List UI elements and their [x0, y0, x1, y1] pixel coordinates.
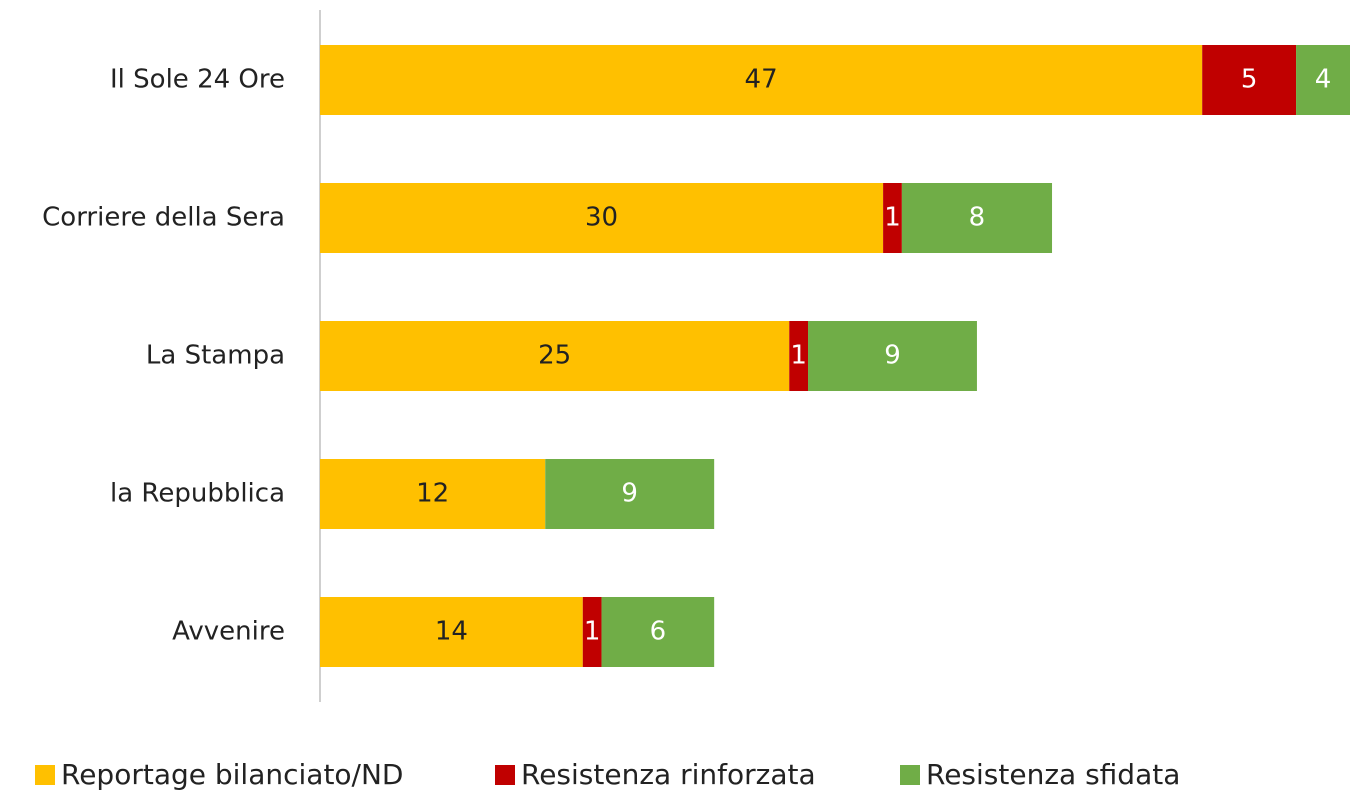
data-label: 1 — [584, 617, 601, 647]
legend-swatch — [495, 765, 515, 785]
data-label: 12 — [416, 479, 449, 509]
bar-segment — [582, 597, 602, 667]
category-label: La Stampa — [146, 341, 285, 371]
data-label: 9 — [621, 479, 638, 509]
bar-segment — [320, 45, 1203, 115]
bar-segment — [320, 597, 583, 667]
bar-segment — [883, 183, 902, 253]
category-label: Il Sole 24 Ore — [110, 65, 285, 95]
legend-swatch — [900, 765, 920, 785]
bar-segment — [789, 321, 809, 391]
data-label: 25 — [538, 341, 571, 371]
bar-segment — [901, 183, 1053, 253]
bar-segment — [545, 459, 715, 529]
bar-segment — [601, 597, 715, 667]
bar-segment — [320, 459, 546, 529]
legend-swatch — [35, 765, 55, 785]
data-label: 1 — [884, 203, 901, 233]
data-label: 1 — [790, 341, 807, 371]
data-label: 8 — [969, 203, 986, 233]
category-label: Avvenire — [172, 617, 285, 647]
category-label: Corriere della Sera — [42, 203, 285, 233]
data-label: 47 — [745, 65, 778, 95]
legend-label: Reportage bilanciato/ND — [61, 758, 404, 791]
bar-segment — [1202, 45, 1297, 115]
data-label: 9 — [884, 341, 901, 371]
bar-segment — [320, 321, 790, 391]
bar-segment — [320, 183, 884, 253]
data-label: 6 — [650, 617, 667, 647]
bar-segment — [1296, 45, 1350, 115]
legend-label: Resistenza rinforzata — [521, 758, 816, 791]
data-label: 30 — [585, 203, 618, 233]
legend-label: Resistenza sfidata — [926, 758, 1180, 791]
data-label: 4 — [1315, 65, 1332, 95]
category-label: la Repubblica — [110, 479, 285, 509]
data-label: 5 — [1241, 65, 1258, 95]
data-label: 14 — [435, 617, 468, 647]
bar-segment — [808, 321, 977, 391]
